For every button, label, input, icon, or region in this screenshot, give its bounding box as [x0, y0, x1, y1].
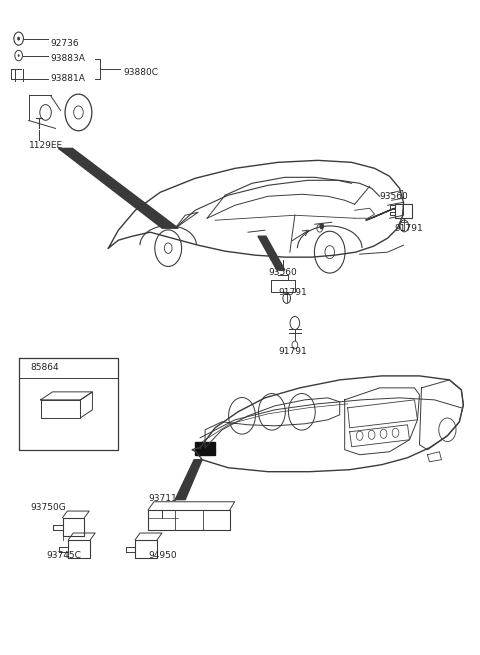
Text: 93745C: 93745C [47, 551, 82, 560]
Bar [195, 441, 215, 455]
Text: 1129EE: 1129EE [29, 141, 63, 150]
Text: 93560: 93560 [380, 192, 408, 201]
Polygon shape [258, 236, 285, 270]
Text: 91791: 91791 [278, 288, 307, 297]
Text: 91791: 91791 [395, 224, 423, 233]
Text: 93711: 93711 [148, 494, 177, 503]
Text: 93883A: 93883A [50, 54, 85, 63]
Text: 93750G: 93750G [31, 503, 66, 512]
Text: 93880C: 93880C [123, 68, 158, 77]
Polygon shape [366, 208, 395, 220]
Polygon shape [175, 460, 202, 500]
Circle shape [319, 223, 324, 229]
Text: 93881A: 93881A [50, 74, 85, 83]
Text: 94950: 94950 [148, 551, 177, 560]
Circle shape [17, 37, 20, 41]
Polygon shape [59, 149, 178, 228]
Text: 85864: 85864 [31, 364, 59, 373]
Circle shape [18, 54, 20, 57]
Text: 93560: 93560 [268, 268, 297, 276]
Text: 91791: 91791 [278, 347, 307, 356]
Text: 92736: 92736 [50, 39, 79, 48]
